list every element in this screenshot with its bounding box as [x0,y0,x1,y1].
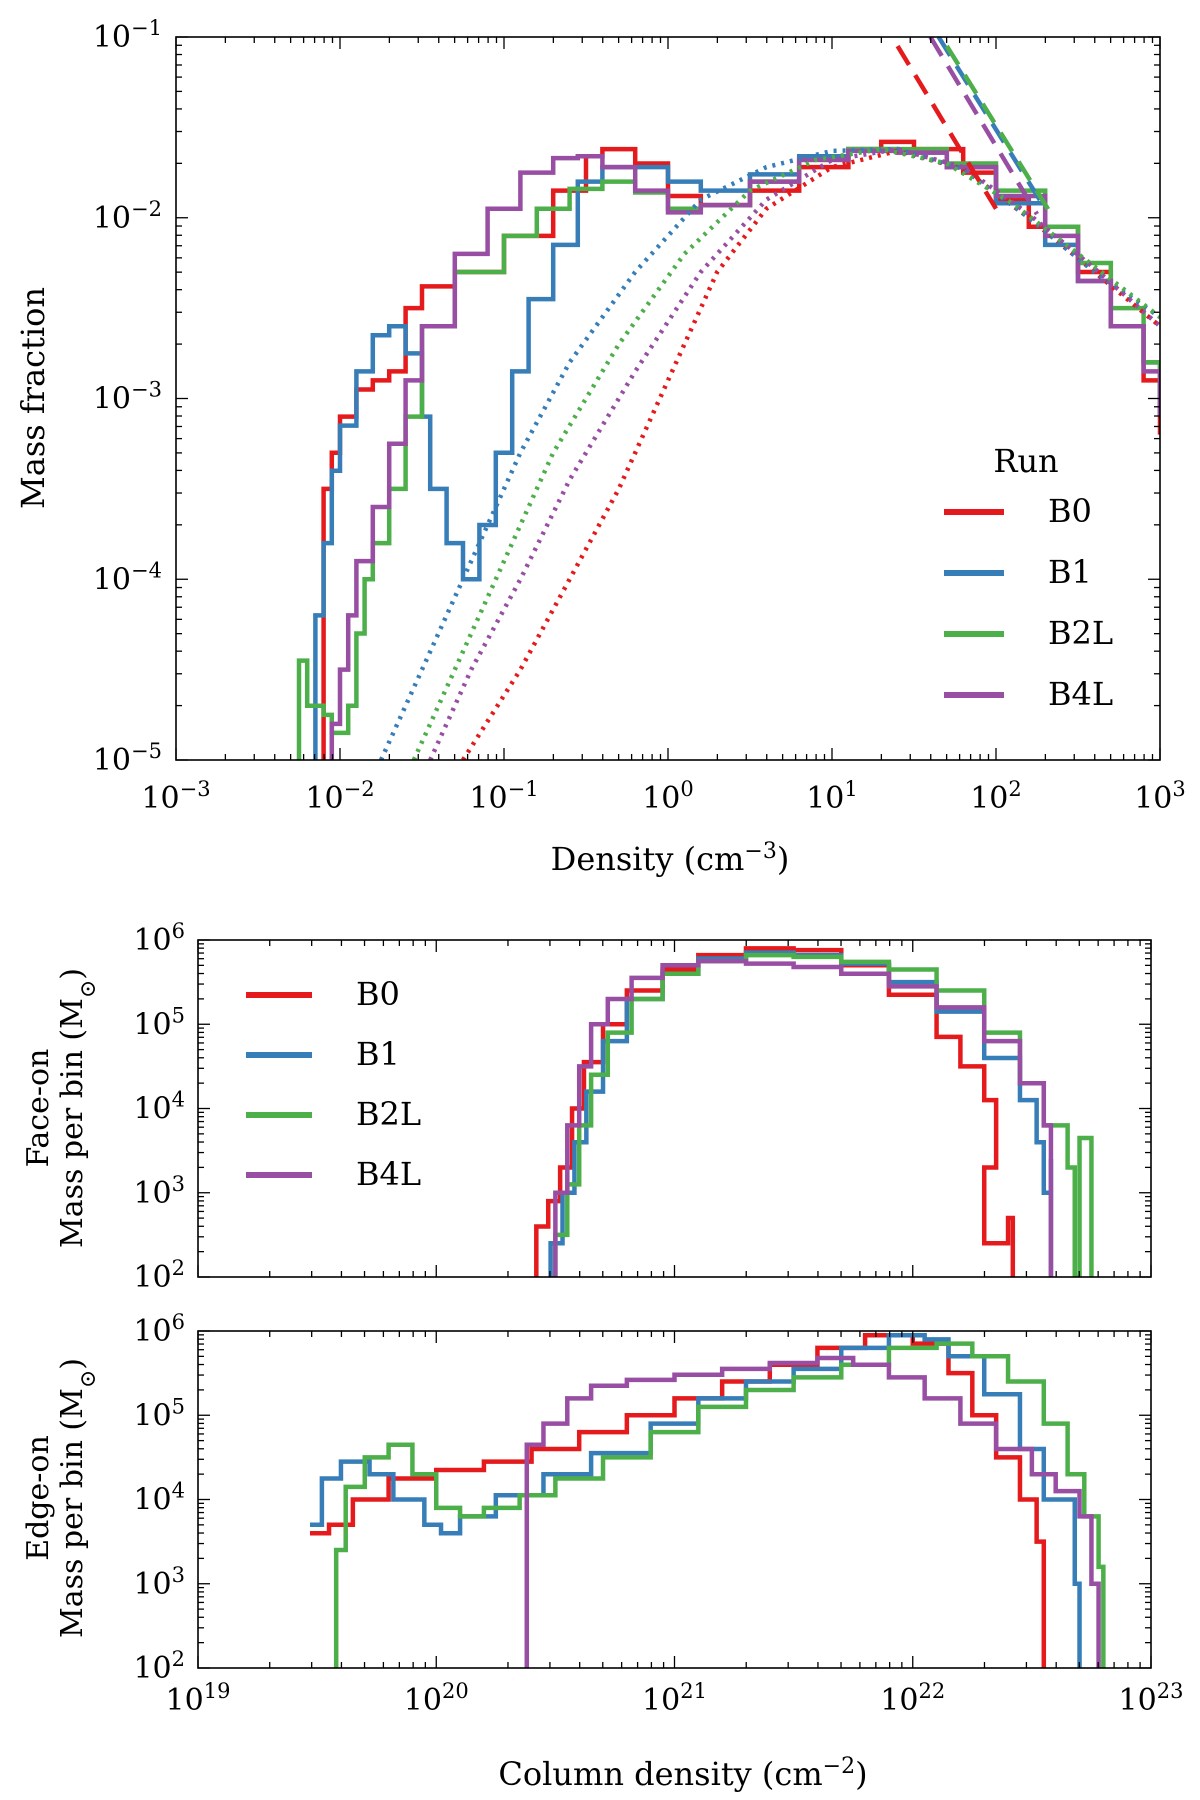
edge-on-panel: 1019 1020 1021 1022 1023 102 103 104 105 106 Edg… [21,1310,1183,1793]
density-panel: 10−3 10−2 10−1 100 101 102 103 10−510−410−310−… [14,16,1186,878]
series-b0-step [321,139,1160,760]
series-b2l-step [296,146,1160,760]
edge-on-ticks [197,1330,1152,1669]
y-tick-label: 10−2 [93,197,162,236]
legend-label-b1: B1 [356,1035,400,1073]
legend-label-b4l: B4L [1048,675,1113,713]
svg-text:Mass per bin (M⊙): Mass per bin (M⊙) [55,1358,101,1638]
edge-on-x-axis-label: Column density (cm−2) [498,1754,867,1794]
x-tick-label: 1021 [642,1679,707,1718]
y-tick-label: 105 [133,1003,185,1042]
y-tick-label: 106 [133,1310,185,1349]
legend-label-b0: B0 [1048,492,1092,530]
density-y-tick-labels: 10−5 10−4 10−3 10−2 10−1 [93,16,162,778]
edge-on-y-tick-labels: 102 103 104 105 106 [133,1310,185,1686]
series-b0-step [534,946,1016,1277]
series-b0-dotted [461,148,1160,760]
density-x-tick-labels: 10−3 10−2 10−1 100 101 102 103 [141,777,1185,816]
density-x-axis-label: Density (cm−3) [551,839,790,879]
face-on-y-axis-label: Face-on Mass per bin (M⊙) [21,968,101,1248]
face-on-panel: 102 103 104 105 106 Face-on Mass per bin (M⊙… [21,919,1152,1295]
y-tick-label: 105 [133,1394,185,1433]
legend-label-b1: B1 [1048,553,1092,591]
x-tick-label: 10−3 [141,777,210,816]
series-b2l-step [553,952,1094,1277]
density-ticks [175,36,1161,761]
svg-text:Mass per bin (M⊙): Mass per bin (M⊙) [55,968,101,1248]
face-on-legend: B0 B1 B2L B4L [246,975,421,1193]
series-b0-dashed [895,44,998,210]
density-legend: Run B0 B1 B2L B4L [944,442,1113,713]
svg-text:Edge-on: Edge-on [21,1435,56,1561]
series-b1-step [548,950,1054,1277]
x-tick-label: 102 [970,777,1022,816]
legend-items: B0 B1 B2L B4L [944,492,1113,713]
x-tick-label: 1023 [1119,1679,1184,1718]
edge-on-x-tick-labels: 1019 1020 1021 1022 1023 [166,1679,1184,1718]
y-tick-label: 10−4 [93,558,162,597]
y-tick-label: 10−3 [93,378,162,417]
legend-title: Run [993,442,1058,480]
y-tick-label: 103 [133,1563,185,1602]
y-tick-label: 102 [133,1256,185,1295]
series-b2l-dotted [411,146,1160,760]
x-tick-label: 103 [1134,777,1186,816]
series-b4l-step [553,958,1054,1277]
y-tick-label: 10−1 [93,16,162,55]
x-tick-label: 10−1 [469,777,538,816]
face-on-series [534,946,1094,1277]
edge-on-series [309,1332,1106,1668]
series-b2l-step [333,1341,1106,1668]
series-b4l-step [524,1355,1101,1668]
legend-label-b2l: B2L [356,1095,421,1133]
legend-label-b2l: B2L [1048,614,1113,652]
edge-on-y-axis-label: Edge-on Mass per bin (M⊙) [21,1358,101,1638]
y-tick-label: 104 [133,1088,185,1127]
density-series [296,37,1160,760]
svg-text:Face-on: Face-on [21,1049,56,1168]
series-b1-dotted [378,146,1160,760]
x-tick-label: 1019 [166,1679,231,1718]
x-tick-label: 100 [642,777,694,816]
legend-label-b0: B0 [356,975,400,1013]
y-tick-label: 102 [133,1647,185,1686]
density-y-axis-label: Mass fraction [14,287,52,509]
legend-label-b4l: B4L [356,1155,421,1193]
y-tick-label: 103 [133,1172,185,1211]
y-tick-label: 104 [133,1479,185,1518]
series-b1-step [309,1332,1082,1668]
x-tick-label: 10−2 [305,777,374,816]
face-on-ticks [197,939,1152,1278]
series-b4l-dashed [928,37,1039,216]
y-tick-label: 106 [133,919,185,958]
x-tick-label: 1020 [404,1679,469,1718]
x-tick-label: 101 [806,777,858,816]
x-tick-label: 1022 [880,1679,945,1718]
y-tick-label: 10−5 [93,739,162,778]
face-on-y-tick-labels: 102 103 104 105 106 [133,919,185,1295]
